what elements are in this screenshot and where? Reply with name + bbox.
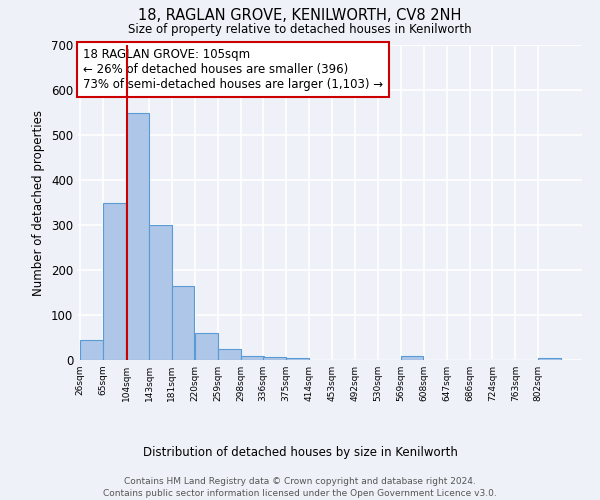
Bar bbox=[172, 286, 194, 360]
Bar bbox=[263, 357, 286, 360]
Bar bbox=[286, 358, 309, 360]
Bar bbox=[103, 202, 126, 360]
Text: Size of property relative to detached houses in Kenilworth: Size of property relative to detached ho… bbox=[128, 22, 472, 36]
Text: 18, RAGLAN GROVE, KENILWORTH, CV8 2NH: 18, RAGLAN GROVE, KENILWORTH, CV8 2NH bbox=[139, 8, 461, 22]
Bar bbox=[80, 340, 103, 360]
Bar bbox=[149, 225, 172, 360]
Bar bbox=[218, 349, 241, 360]
Text: Contains HM Land Registry data © Crown copyright and database right 2024.: Contains HM Land Registry data © Crown c… bbox=[124, 476, 476, 486]
Text: Distribution of detached houses by size in Kenilworth: Distribution of detached houses by size … bbox=[143, 446, 457, 459]
Bar bbox=[401, 356, 424, 360]
Text: 18 RAGLAN GROVE: 105sqm
← 26% of detached houses are smaller (396)
73% of semi-d: 18 RAGLAN GROVE: 105sqm ← 26% of detache… bbox=[83, 48, 383, 91]
Bar bbox=[195, 333, 218, 360]
Bar bbox=[127, 112, 149, 360]
Text: Contains public sector information licensed under the Open Government Licence v3: Contains public sector information licen… bbox=[103, 490, 497, 498]
Bar bbox=[241, 356, 263, 360]
Y-axis label: Number of detached properties: Number of detached properties bbox=[32, 110, 46, 296]
Bar bbox=[538, 358, 561, 360]
